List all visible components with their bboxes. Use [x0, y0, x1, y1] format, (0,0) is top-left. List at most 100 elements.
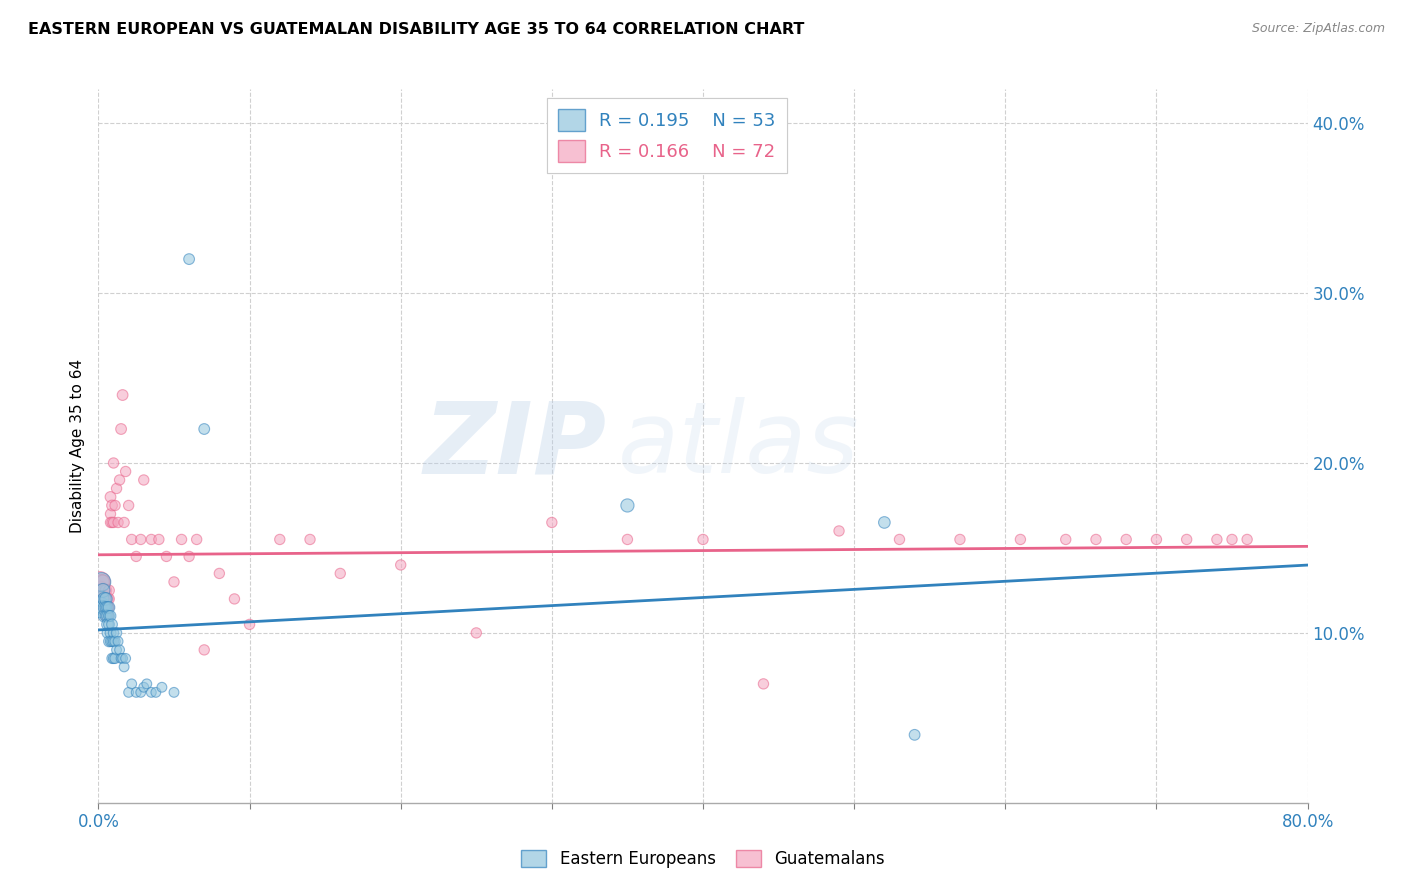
Point [90, 574, 112, 589]
Point [94, 591, 117, 606]
Point [96, 600, 118, 615]
Point [96, 617, 118, 632]
Point [91, 591, 114, 606]
Point [616, 533, 638, 547]
Point [103, 651, 125, 665]
Point [101, 499, 124, 513]
Point [110, 422, 132, 436]
Point [103, 456, 125, 470]
Point [186, 533, 208, 547]
Point [1115, 533, 1137, 547]
Point [135, 677, 157, 691]
Point [89, 574, 111, 589]
Point [692, 533, 714, 547]
Point [94, 608, 117, 623]
Point [98, 600, 121, 615]
Point [101, 516, 124, 530]
Point [98, 600, 121, 615]
Point [91, 583, 114, 598]
Point [100, 490, 122, 504]
Point [100, 626, 122, 640]
Legend: R = 0.195    N = 53, R = 0.166    N = 72: R = 0.195 N = 53, R = 0.166 N = 72 [547, 98, 786, 173]
Point [904, 728, 927, 742]
Point [94, 591, 117, 606]
Point [389, 558, 412, 572]
Point [141, 685, 163, 699]
Point [93, 583, 115, 598]
Point [540, 516, 562, 530]
Point [112, 516, 135, 530]
Point [100, 507, 122, 521]
Point [118, 685, 141, 699]
Point [193, 422, 215, 436]
Point [873, 516, 896, 530]
Point [1236, 533, 1258, 547]
Point [179, 549, 201, 564]
Y-axis label: Disability Age 35 to 64: Disability Age 35 to 64 [69, 359, 84, 533]
Point [93, 608, 115, 623]
Point [96, 591, 118, 606]
Point [108, 473, 131, 487]
Point [224, 591, 246, 606]
Point [1175, 533, 1198, 547]
Point [100, 516, 122, 530]
Point [114, 465, 136, 479]
Point [98, 591, 121, 606]
Point [125, 685, 148, 699]
Point [111, 388, 134, 402]
Point [889, 533, 911, 547]
Point [96, 608, 118, 623]
Point [93, 600, 115, 615]
Point [752, 677, 775, 691]
Point [96, 608, 118, 623]
Point [105, 643, 128, 657]
Point [101, 634, 124, 648]
Point [949, 533, 972, 547]
Point [465, 626, 488, 640]
Text: EASTERN EUROPEAN VS GUATEMALAN DISABILITY AGE 35 TO 64 CORRELATION CHART: EASTERN EUROPEAN VS GUATEMALAN DISABILIT… [28, 22, 804, 37]
Point [91, 574, 114, 589]
Point [94, 583, 117, 598]
Point [111, 651, 134, 665]
Point [105, 626, 128, 640]
Point [98, 583, 121, 598]
Point [101, 617, 124, 632]
Point [1085, 533, 1108, 547]
Point [132, 680, 155, 694]
Point [163, 685, 186, 699]
Point [110, 651, 132, 665]
Point [96, 600, 118, 615]
Point [125, 549, 148, 564]
Point [107, 634, 129, 648]
Point [101, 651, 124, 665]
Point [239, 617, 262, 632]
Point [94, 608, 117, 623]
Point [1206, 533, 1229, 547]
Point [98, 617, 121, 632]
Point [155, 549, 177, 564]
Point [98, 608, 121, 623]
Point [91, 600, 114, 615]
Point [616, 499, 638, 513]
Point [108, 643, 131, 657]
Point [100, 608, 122, 623]
Point [828, 524, 851, 538]
Point [91, 583, 114, 598]
Point [118, 499, 141, 513]
Point [93, 591, 115, 606]
Point [163, 574, 186, 589]
Point [103, 626, 125, 640]
Point [1220, 533, 1243, 547]
Point [170, 533, 193, 547]
Point [129, 685, 152, 699]
Point [150, 680, 173, 694]
Point [112, 660, 135, 674]
Point [132, 473, 155, 487]
Point [1054, 533, 1077, 547]
Legend: Eastern Europeans, Guatemalans: Eastern Europeans, Guatemalans [515, 843, 891, 875]
Point [104, 499, 127, 513]
Point [94, 600, 117, 615]
Point [1010, 533, 1032, 547]
Point [121, 533, 143, 547]
Point [105, 482, 128, 496]
